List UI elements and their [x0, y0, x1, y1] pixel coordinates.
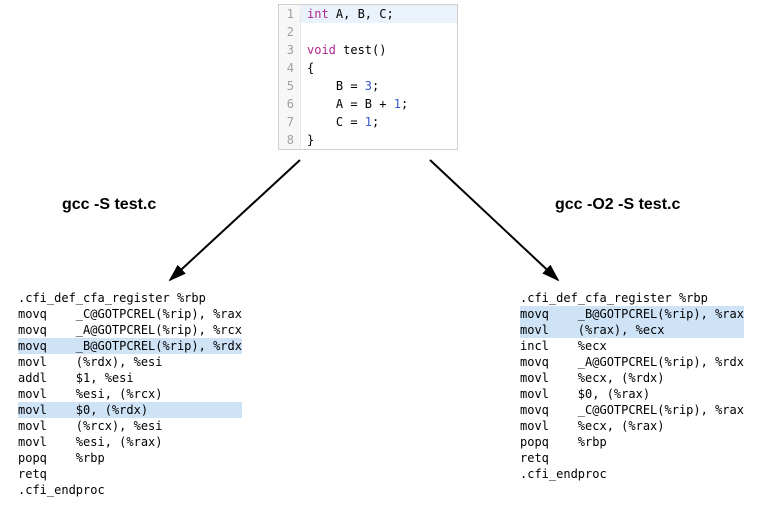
source-line-text: }	[301, 131, 314, 149]
asm-line: movq _C@GOTPCREL(%rip), %rax	[18, 306, 242, 322]
line-number: 6	[279, 95, 301, 113]
asm-line: movq _B@GOTPCREL(%rip), %rax	[520, 306, 744, 322]
source-line: 3void test()	[279, 41, 457, 59]
source-line-text: B = 3;	[301, 77, 379, 95]
source-line-text: C = 1;	[301, 113, 379, 131]
source-line: 8}	[279, 131, 457, 149]
source-line-text	[301, 23, 307, 41]
source-line: 7 C = 1;	[279, 113, 457, 131]
asm-output-right: .cfi_def_cfa_register %rbpmovq _B@GOTPCR…	[520, 290, 744, 482]
asm-line: movl (%rdx), %esi	[18, 354, 242, 370]
asm-line: movl %ecx, (%rax)	[520, 418, 744, 434]
asm-line: retq	[520, 450, 744, 466]
asm-line: incl %ecx	[520, 338, 744, 354]
asm-output-left: .cfi_def_cfa_register %rbpmovq _C@GOTPCR…	[18, 290, 242, 498]
line-number: 8	[279, 131, 301, 149]
arrow-right	[430, 160, 558, 280]
asm-line: movl %esi, (%rax)	[18, 434, 242, 450]
line-number: 4	[279, 59, 301, 77]
source-line: 2	[279, 23, 457, 41]
asm-line: movl $0, (%rdx)	[18, 402, 242, 418]
label-gcc-left: gcc -S test.c	[62, 196, 156, 214]
line-number: 3	[279, 41, 301, 59]
asm-line: .cfi_endproc	[18, 482, 242, 498]
asm-line: addl $1, %esi	[18, 370, 242, 386]
asm-line: movq _C@GOTPCREL(%rip), %rax	[520, 402, 744, 418]
asm-line: movl (%rcx), %esi	[18, 418, 242, 434]
line-number: 7	[279, 113, 301, 131]
source-line-text: int A, B, C;	[301, 5, 394, 23]
source-line: 5 B = 3;	[279, 77, 457, 95]
asm-line: .cfi_def_cfa_register %rbp	[520, 290, 744, 306]
asm-line: movq _A@GOTPCREL(%rip), %rdx	[520, 354, 744, 370]
asm-line: movl %esi, (%rcx)	[18, 386, 242, 402]
asm-line: movl (%rax), %ecx	[520, 322, 744, 338]
source-code-block: 1int A, B, C;23void test()4{5 B = 3;6 A …	[278, 4, 458, 150]
asm-line: popq %rbp	[520, 434, 744, 450]
line-number: 2	[279, 23, 301, 41]
asm-line: .cfi_def_cfa_register %rbp	[18, 290, 242, 306]
asm-line: movq _B@GOTPCREL(%rip), %rdx	[18, 338, 242, 354]
source-line: 4{	[279, 59, 457, 77]
arrow-left	[170, 160, 300, 280]
label-gcc-right: gcc -O2 -S test.c	[555, 196, 680, 214]
line-number: 1	[279, 5, 301, 23]
asm-line: movl %ecx, (%rdx)	[520, 370, 744, 386]
source-line-text: {	[301, 59, 314, 77]
source-line-text: void test()	[301, 41, 386, 59]
source-line-text: A = B + 1;	[301, 95, 408, 113]
asm-line: .cfi_endproc	[520, 466, 744, 482]
source-line: 6 A = B + 1;	[279, 95, 457, 113]
asm-line: movq _A@GOTPCREL(%rip), %rcx	[18, 322, 242, 338]
asm-line: retq	[18, 466, 242, 482]
asm-line: movl $0, (%rax)	[520, 386, 744, 402]
source-line: 1int A, B, C;	[279, 5, 457, 23]
asm-line: popq %rbp	[18, 450, 242, 466]
line-number: 5	[279, 77, 301, 95]
